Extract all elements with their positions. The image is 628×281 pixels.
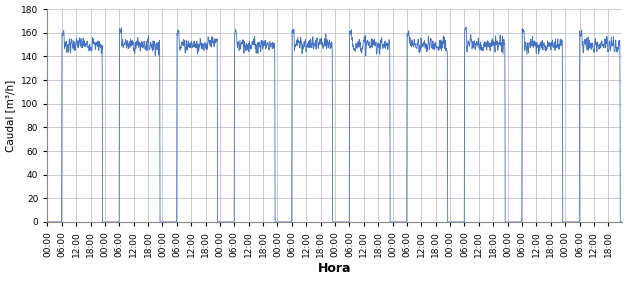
X-axis label: Hora: Hora xyxy=(318,262,352,275)
Y-axis label: Caudal [m³/h]: Caudal [m³/h] xyxy=(6,80,16,152)
